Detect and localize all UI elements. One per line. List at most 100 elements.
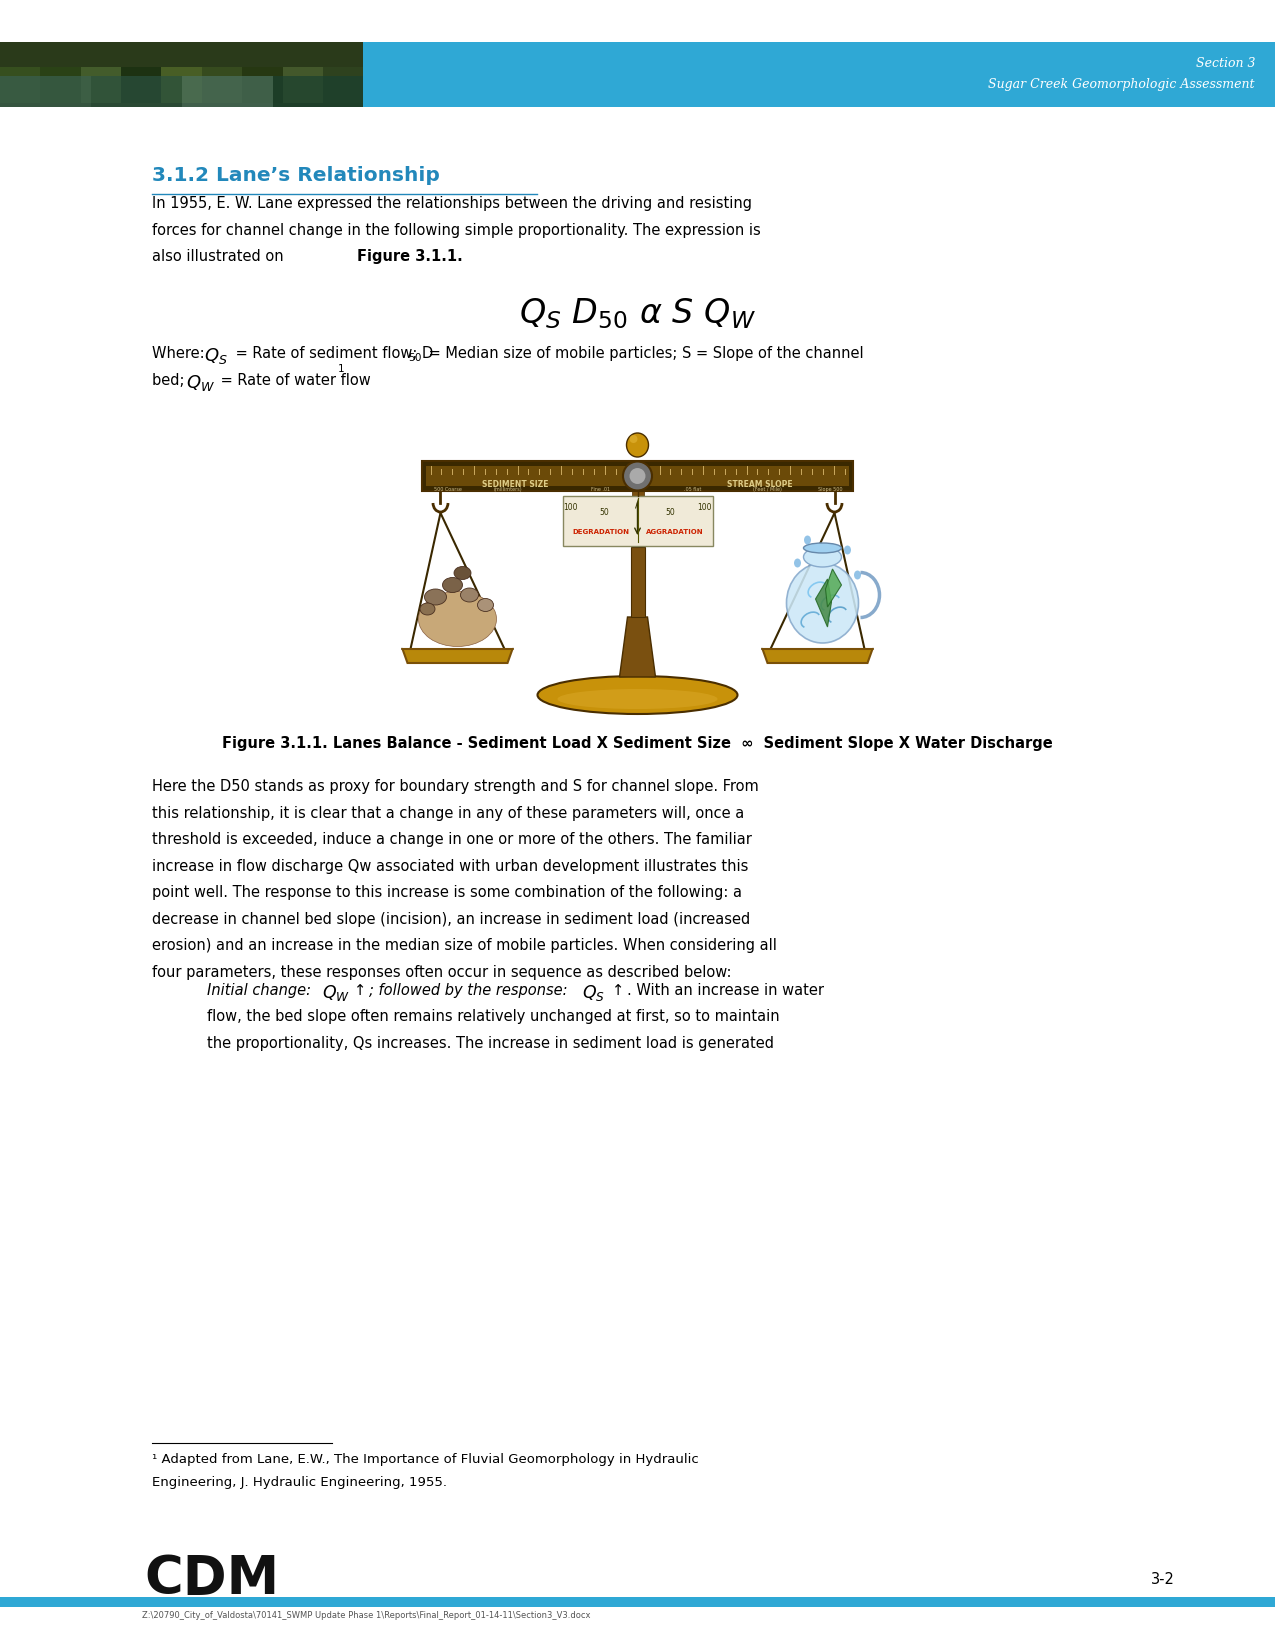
Text: forces for channel change in the following simple proportionality. The expressio: forces for channel change in the followi… — [152, 223, 761, 238]
Circle shape — [630, 467, 645, 484]
Text: In 1955, E. W. Lane expressed the relationships between the driving and resistin: In 1955, E. W. Lane expressed the relati… — [152, 196, 752, 211]
Bar — [0, 41, 363, 107]
Ellipse shape — [844, 545, 850, 555]
Bar — [201, 68, 242, 102]
Bar — [0, 1597, 1275, 1606]
Ellipse shape — [454, 566, 470, 580]
Text: Initial change:: Initial change: — [207, 982, 316, 997]
Ellipse shape — [425, 589, 446, 604]
Text: /: / — [635, 495, 640, 509]
Text: bed;: bed; — [152, 373, 189, 388]
Ellipse shape — [538, 675, 737, 713]
Text: 3.1.2 Lane’s Relationship: 3.1.2 Lane’s Relationship — [152, 167, 440, 185]
Bar — [323, 68, 363, 102]
Text: Figure 3.1.1.: Figure 3.1.1. — [357, 249, 463, 264]
Text: Engineering, J. Hydraulic Engineering, 1955.: Engineering, J. Hydraulic Engineering, 1… — [152, 1476, 448, 1489]
Text: DEGRADATION: DEGRADATION — [572, 528, 630, 535]
Ellipse shape — [419, 603, 435, 616]
Bar — [562, 495, 713, 546]
Bar — [162, 68, 201, 102]
Text: = Rate of water flow: = Rate of water flow — [215, 373, 371, 388]
Polygon shape — [816, 580, 831, 627]
Text: $Q_S$: $Q_S$ — [581, 982, 606, 1004]
Bar — [0, 68, 41, 102]
FancyBboxPatch shape — [422, 461, 853, 490]
Bar — [273, 76, 363, 107]
Text: Sugar Creek Geomorphologic Assessment: Sugar Creek Geomorphologic Assessment — [988, 78, 1255, 91]
Bar — [0, 76, 91, 107]
Text: Fine .01: Fine .01 — [590, 487, 609, 492]
Text: the proportionality, Qs increases. The increase in sediment load is generated: the proportionality, Qs increases. The i… — [207, 1035, 774, 1052]
Text: ↑: ↑ — [354, 982, 366, 997]
Bar — [631, 546, 644, 617]
Text: $Q_S\ D_{50}\ \alpha\ S\ Q_W$: $Q_S\ D_{50}\ \alpha\ S\ Q_W$ — [519, 296, 756, 330]
Bar — [631, 475, 644, 513]
Text: ; followed by the response:: ; followed by the response: — [368, 982, 572, 997]
Text: also illustrated on: also illustrated on — [152, 249, 288, 264]
Ellipse shape — [787, 563, 858, 642]
Text: erosion) and an increase in the median size of mobile particles. When considerin: erosion) and an increase in the median s… — [152, 938, 776, 953]
Text: $_{50}$: $_{50}$ — [408, 350, 422, 363]
Text: four parameters, these responses often occur in sequence as described below:: four parameters, these responses often o… — [152, 964, 732, 979]
Ellipse shape — [803, 546, 842, 566]
Ellipse shape — [418, 591, 496, 647]
Text: (Feet / Mile): (Feet / Mile) — [754, 487, 782, 492]
Polygon shape — [762, 649, 872, 664]
Text: Here the D50 stands as proxy for boundary strength and S for channel slope. From: Here the D50 stands as proxy for boundar… — [152, 779, 759, 794]
Text: 50: 50 — [666, 509, 676, 517]
Bar — [0, 41, 1275, 107]
Bar — [427, 466, 848, 485]
Ellipse shape — [854, 571, 861, 580]
Text: threshold is exceeded, induce a change in one or more of the others. The familia: threshold is exceeded, induce a change i… — [152, 832, 752, 847]
Text: (millimters): (millimters) — [493, 487, 521, 492]
Text: Where:: Where: — [152, 347, 209, 362]
Ellipse shape — [460, 588, 478, 603]
Text: flow, the bed slope often remains relatively unchanged at first, so to maintain: flow, the bed slope often remains relati… — [207, 1009, 779, 1025]
Ellipse shape — [557, 688, 718, 708]
Bar — [91, 76, 181, 107]
Ellipse shape — [621, 512, 654, 546]
Text: SEDIMENT SIZE: SEDIMENT SIZE — [482, 480, 548, 489]
Bar — [181, 76, 273, 107]
Text: Section 3: Section 3 — [1196, 58, 1255, 69]
Text: CDM: CDM — [144, 1554, 279, 1605]
Ellipse shape — [626, 433, 649, 457]
Text: increase in flow discharge Qw associated with urban development illustrates this: increase in flow discharge Qw associated… — [152, 859, 748, 873]
Ellipse shape — [478, 599, 493, 611]
Bar — [242, 68, 283, 102]
Text: . With an increase in water: . With an increase in water — [627, 982, 824, 997]
Bar — [283, 68, 323, 102]
Bar — [80, 68, 121, 102]
Text: Figure 3.1.1. Lanes Balance - Sediment Load X Sediment Size  ∞  Sediment Slope X: Figure 3.1.1. Lanes Balance - Sediment L… — [222, 736, 1053, 751]
Text: .05 flat: .05 flat — [683, 487, 701, 492]
Text: ¹ Adapted from Lane, E.W., The Importance of Fluvial Geomorphology in Hydraulic: ¹ Adapted from Lane, E.W., The Importanc… — [152, 1453, 699, 1466]
Circle shape — [623, 462, 652, 490]
Bar — [41, 68, 80, 102]
Text: 100: 100 — [697, 504, 711, 512]
Text: 50: 50 — [599, 509, 609, 517]
Text: 3-2: 3-2 — [1151, 1572, 1176, 1587]
Text: = Rate of sediment flow; D: = Rate of sediment flow; D — [231, 347, 434, 362]
Text: 500 Coarse: 500 Coarse — [434, 487, 462, 492]
Polygon shape — [825, 570, 842, 608]
Polygon shape — [620, 617, 655, 677]
Text: AGGRADATION: AGGRADATION — [645, 528, 703, 535]
Text: Slope 500: Slope 500 — [819, 487, 843, 492]
Text: ↑: ↑ — [612, 982, 625, 997]
Polygon shape — [403, 649, 513, 664]
Text: 100: 100 — [564, 504, 578, 512]
Ellipse shape — [805, 535, 811, 545]
Text: Z:\20790_City_of_Valdosta\70141_SWMP Update Phase 1\Reports\Final_Report_01-14-1: Z:\20790_City_of_Valdosta\70141_SWMP Upd… — [142, 1611, 590, 1620]
Ellipse shape — [626, 517, 640, 532]
Text: point well. The response to this increase is some combination of the following: : point well. The response to this increas… — [152, 885, 742, 900]
Ellipse shape — [794, 558, 801, 568]
Ellipse shape — [442, 578, 463, 593]
Ellipse shape — [630, 434, 638, 442]
Text: STREAM SLOPE: STREAM SLOPE — [727, 480, 793, 489]
Ellipse shape — [803, 543, 842, 553]
Text: this relationship, it is clear that a change in any of these parameters will, on: this relationship, it is clear that a ch… — [152, 806, 745, 821]
Text: $Q_W$: $Q_W$ — [186, 373, 215, 393]
Text: decrease in channel bed slope (incision), an increase in sediment load (increase: decrease in channel bed slope (incision)… — [152, 911, 750, 926]
Text: 1: 1 — [338, 363, 344, 375]
Text: = Median size of mobile particles; S = Slope of the channel: = Median size of mobile particles; S = S… — [425, 347, 863, 362]
